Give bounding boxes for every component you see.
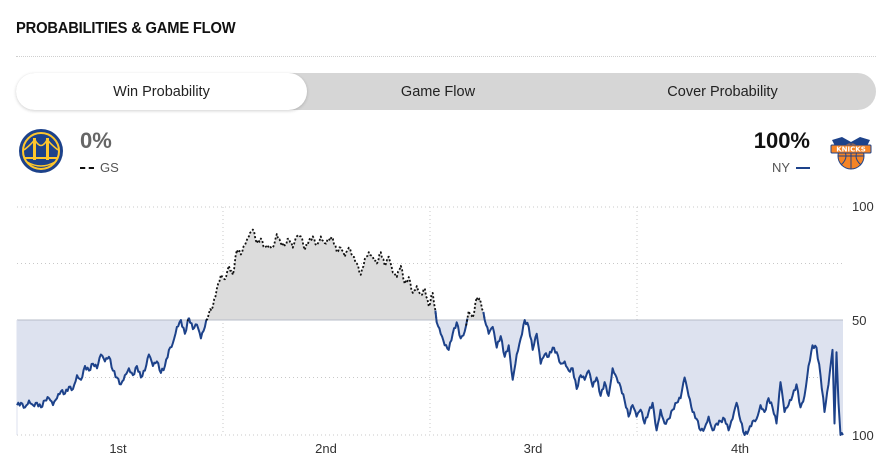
win-probability-chart — [16, 206, 844, 436]
ny-line-segment-0 — [16, 317, 190, 409]
gs-line-segment-5 — [465, 296, 486, 326]
y-tick-label-top: 100 — [852, 199, 874, 214]
y-tick-label-bottom: 100 — [852, 428, 874, 443]
ny-line-segment-6 — [482, 311, 844, 436]
x-tick-label-3rd: 3rd — [523, 441, 543, 456]
title-divider — [16, 56, 876, 57]
y-tick-label-middle: 50 — [852, 313, 867, 328]
ny-line-segment-4 — [434, 310, 469, 351]
x-tick-label-2nd: 2nd — [315, 441, 337, 456]
gs-abbr: GS — [100, 160, 119, 175]
tab-game-flow[interactable]: Game Flow — [400, 83, 476, 100]
gs-legend-line — [80, 166, 94, 169]
x-tick-label-4th: 4th — [730, 441, 750, 456]
gs-win-probability: 0% — [80, 128, 112, 153]
warriors-logo-icon — [19, 129, 63, 173]
tab-cover-probability[interactable]: Cover Probability — [667, 83, 778, 100]
x-tick-label-1st: 1st — [109, 441, 127, 456]
ny-line-segment-2 — [187, 317, 209, 340]
gs-line-segment-1 — [186, 316, 192, 324]
ny-legend-line — [796, 166, 810, 169]
ny-area — [17, 320, 843, 435]
ny-legend: NY — [772, 160, 810, 175]
ny-win-probability: 100% — [753, 128, 810, 153]
tab-win-probability[interactable]: Win Probability — [16, 73, 307, 110]
page-title: PROBABILITIES & GAME FLOW — [16, 20, 236, 37]
tab-bar: Win Probability Game Flow Cover Probabil… — [16, 73, 876, 110]
chart-lines — [16, 228, 844, 436]
chart-fills — [16, 229, 843, 435]
gs-legend: GS — [80, 160, 119, 175]
svg-text:KNICKS: KNICKS — [836, 146, 866, 154]
ny-abbr: NY — [771, 160, 790, 175]
gs-area — [17, 229, 843, 320]
knicks-logo-icon: KNICKS — [830, 137, 872, 170]
